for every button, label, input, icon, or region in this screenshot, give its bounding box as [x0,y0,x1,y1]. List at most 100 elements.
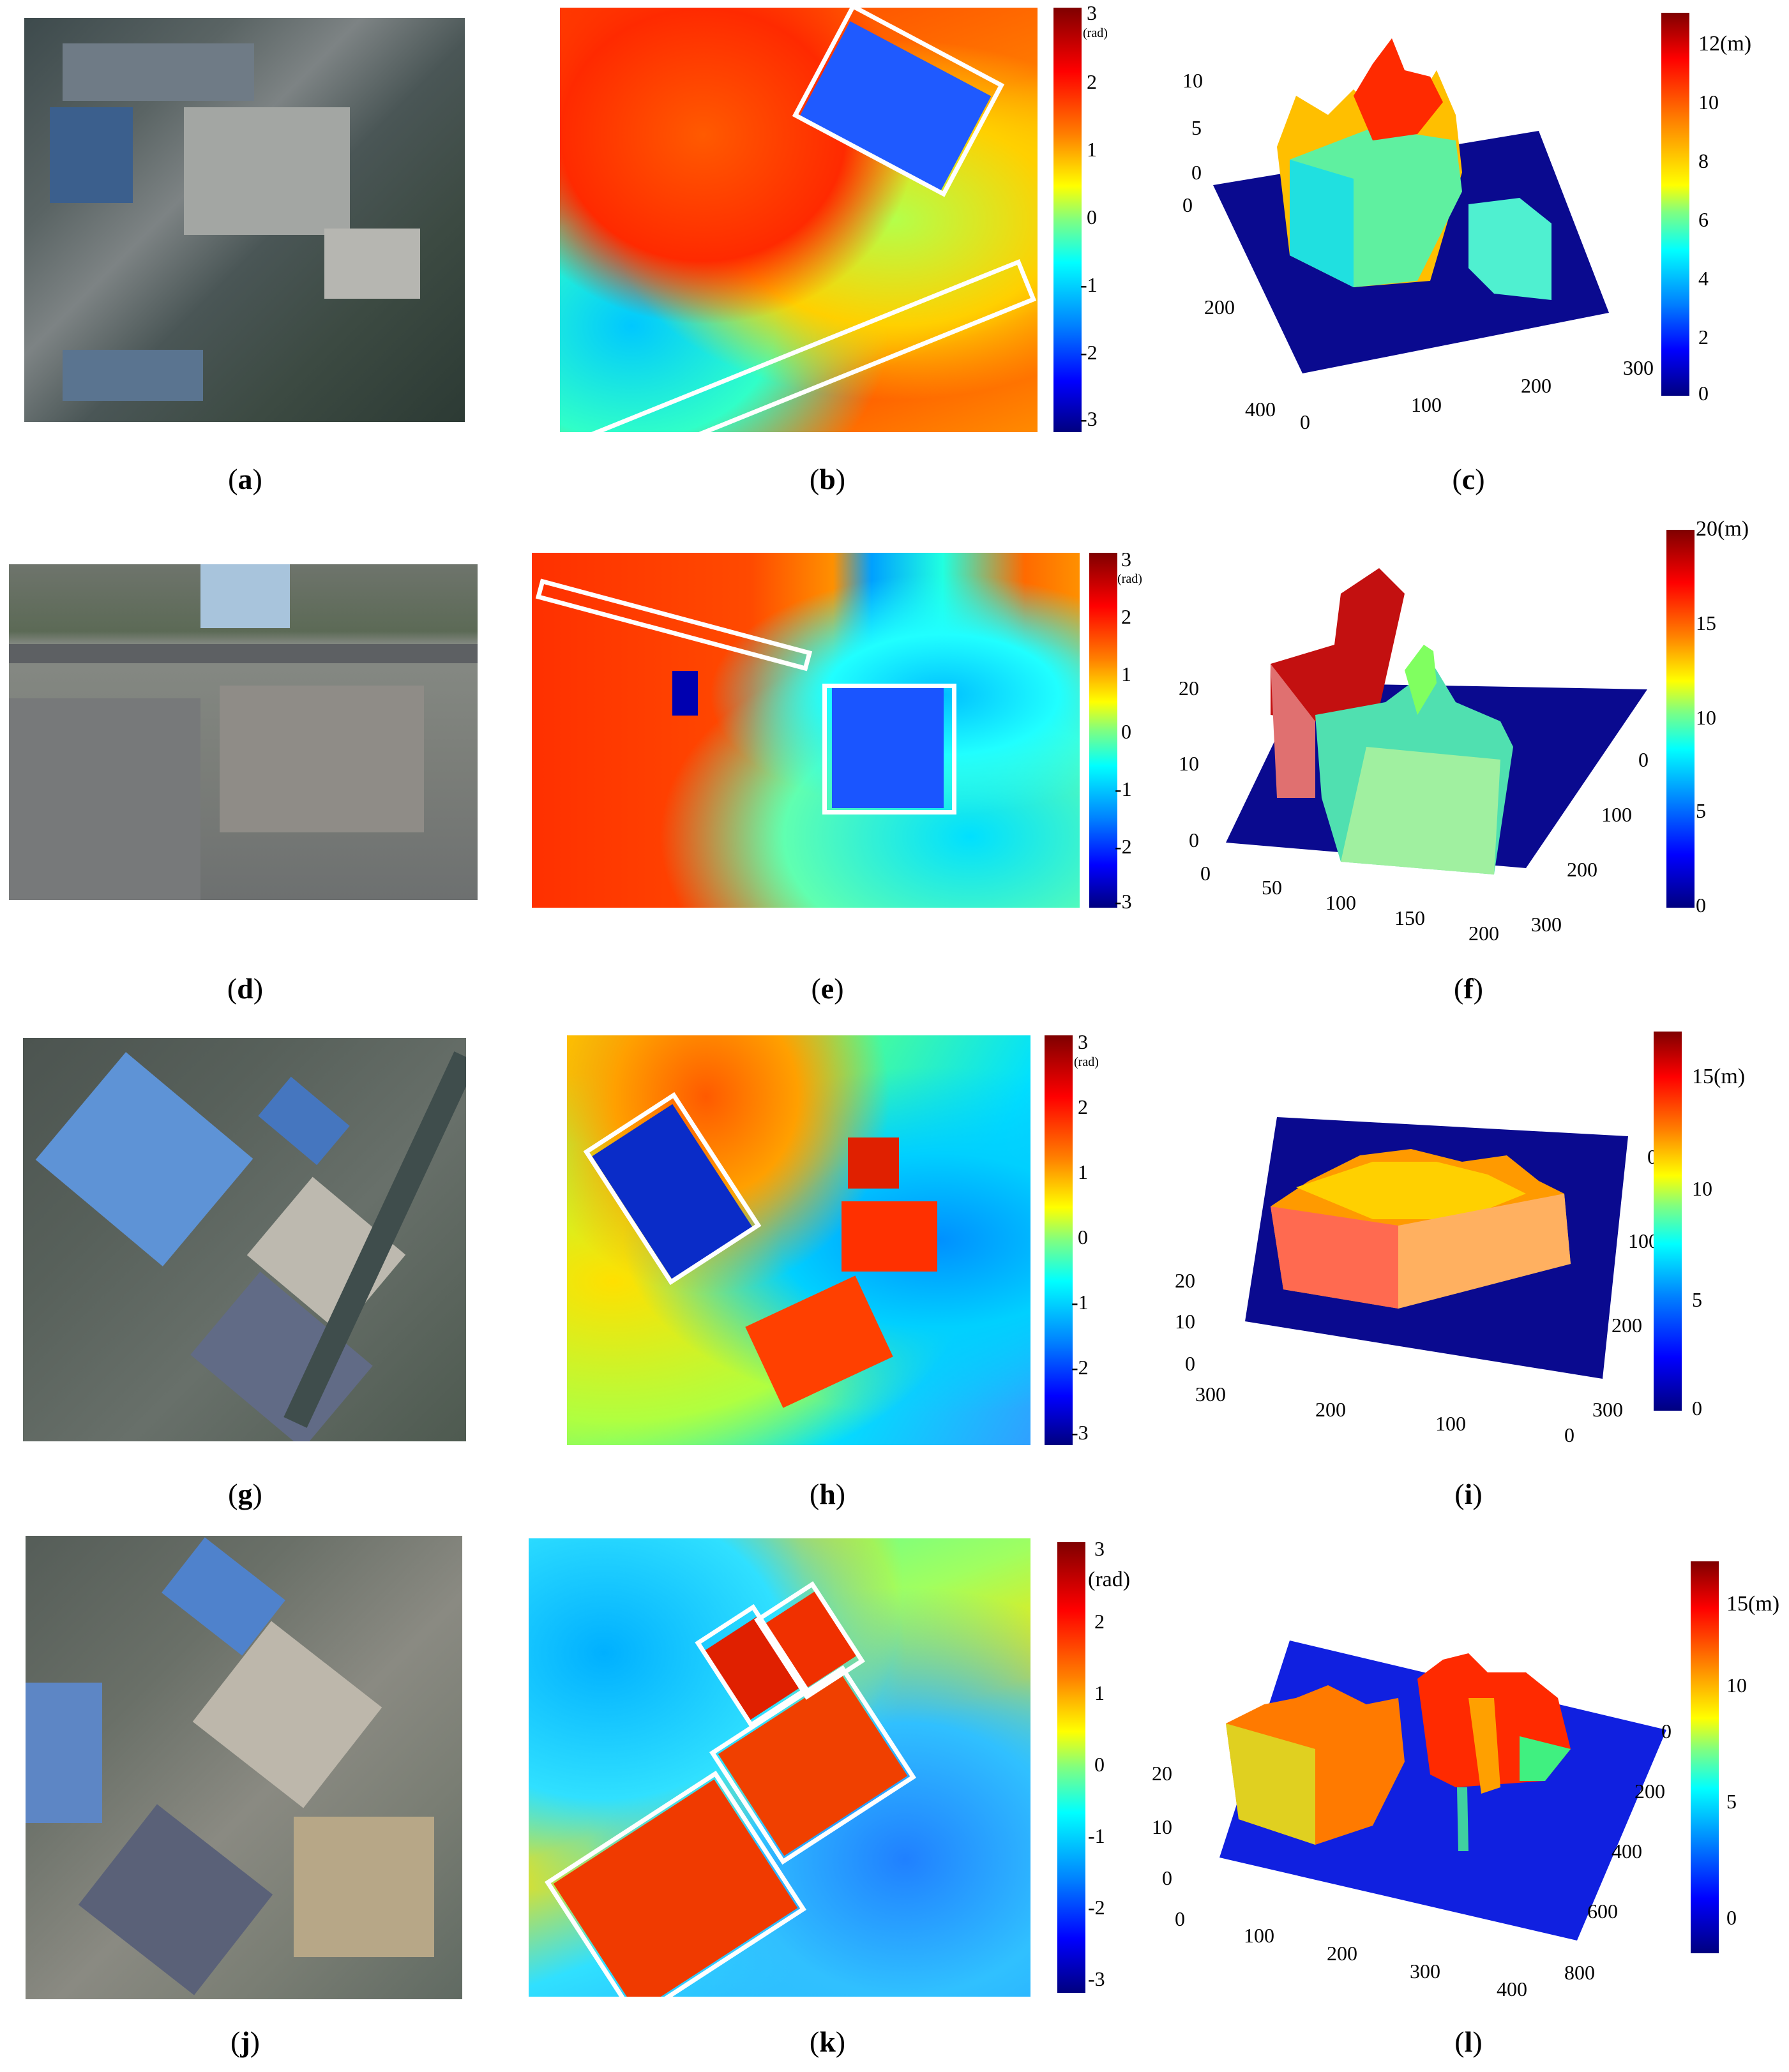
phase-tick: 0 [1121,720,1131,743]
phase-tick: -1 [1088,1824,1105,1847]
caption-j: (j) [230,2025,260,2058]
height-surface-i [1245,1117,1628,1379]
height-tick: 10 [1696,706,1716,729]
phase-tick: -2 [1088,1896,1105,1919]
height-colorbar-c [1661,13,1689,396]
phase-unit: (rad) [1117,572,1142,586]
phase-tick: 2 [1087,70,1097,93]
height-tick: 2 [1698,326,1709,349]
phase-unit: (rad) [1083,26,1108,40]
caption-a: (a) [228,463,262,495]
z-tick: 10 [1182,69,1203,92]
z-tick: 20 [1175,1269,1195,1292]
x-tick: 0 [1175,1907,1185,1930]
x-tick: 100 [1325,891,1356,914]
phase-tick: 0 [1087,206,1097,229]
caption-f: (f) [1454,972,1483,1005]
caption-d: (d) [227,972,264,1005]
y-tick: 200 [1634,1780,1665,1803]
x-tick: 150 [1394,906,1425,929]
height-tick: 10 [1726,1674,1747,1697]
phase-tick: -3 [1115,890,1132,913]
z-tick: 10 [1175,1310,1195,1333]
height-tick: 15 [1696,612,1716,634]
height-surface-l [1219,1640,1666,1941]
y-tick: 0 [1638,748,1649,771]
height-tick: 15(m) [1692,1065,1746,1088]
height-tick: 5 [1692,1288,1702,1311]
phase-tick: -1 [1115,777,1132,800]
roi-outline-road [581,259,1037,432]
phase-tick: 3 [1121,548,1131,571]
x-tick: 200 [1327,1942,1357,1965]
height-tick: 10 [1692,1177,1712,1200]
phase-tick: -2 [1115,835,1132,858]
phase-tick: -3 [1088,1967,1105,1990]
x-tick: 0 [1300,410,1310,433]
z-tick: 10 [1152,1815,1172,1838]
caption-c: (c) [1452,463,1485,495]
phase-tick: 0 [1094,1753,1105,1776]
phase-tick: -2 [1080,341,1098,364]
x-tick: 50 [1262,876,1282,899]
z-tick: 0 [1162,1866,1172,1889]
y-tick: 0 [1661,1720,1672,1743]
x-tick: 400 [1497,1978,1527,2001]
height-tick: 15(m) [1726,1592,1780,1616]
phase-tick: 3 [1094,1537,1105,1560]
phase-tick: -2 [1071,1356,1089,1379]
height-tick: 8 [1698,149,1709,172]
roi-outline-building [792,8,1005,197]
x-tick: 200 [1521,374,1551,397]
phase-tick: 2 [1121,605,1131,628]
height-surface-f [1226,568,1647,875]
y-tick: 100 [1601,803,1632,826]
phase-tick: -1 [1080,273,1098,296]
roi-outline-building [822,684,956,815]
y-tick: 200 [1567,858,1597,881]
x-tick: 100 [1435,1412,1466,1435]
phase-tick: 2 [1078,1095,1088,1118]
caption-g: (g) [228,1478,262,1510]
phase-colorbar-h [1045,1035,1073,1445]
x-tick: 200 [1315,1398,1346,1421]
height-colorbar-i [1654,1032,1682,1411]
caption-b: (b) [809,463,846,495]
height-colorbar-l [1691,1561,1719,1953]
roi-outline-building [583,1092,762,1286]
x-tick: 0 [1200,862,1211,885]
y-tick: 400 [1245,398,1276,421]
y-tick: 200 [1204,296,1235,319]
phase-unit: (rad) [1074,1055,1099,1069]
height-surface-c [1213,38,1609,373]
z-tick: 20 [1152,1762,1172,1785]
phase-colorbar-b [1053,8,1082,432]
phase-tick: -3 [1071,1421,1089,1444]
roi-outline-road [535,578,813,672]
phase-tick: -3 [1080,407,1098,430]
phase-map-h [567,1035,1030,1445]
phase-tick: 3 [1078,1030,1088,1053]
height-tick: 5 [1696,799,1706,822]
caption-k: (k) [809,2025,846,2058]
caption-e: (e) [811,972,844,1005]
height-colorbar-f [1666,530,1695,908]
phase-map-k [529,1538,1030,1997]
z-tick: 0 [1185,1352,1195,1375]
z-tick: 10 [1179,752,1199,775]
caption-i: (i) [1454,1478,1483,1510]
phase-tick: -1 [1071,1291,1089,1314]
satellite-image-d [9,564,478,900]
z-tick: 0 [1189,829,1199,852]
phase-tick: 1 [1121,663,1131,686]
height-tick: 0 [1698,382,1709,405]
phase-tick: 1 [1087,138,1097,161]
x-tick: 200 [1468,922,1499,945]
x-tick: 300 [1410,1960,1440,1983]
caption-h: (h) [809,1478,846,1510]
x-tick: 0 [1564,1423,1574,1446]
phase-tick: 2 [1094,1610,1105,1633]
height-tick: 0 [1696,894,1706,917]
height-tick: 0 [1726,1906,1737,1929]
height-tick: 0 [1692,1397,1702,1420]
